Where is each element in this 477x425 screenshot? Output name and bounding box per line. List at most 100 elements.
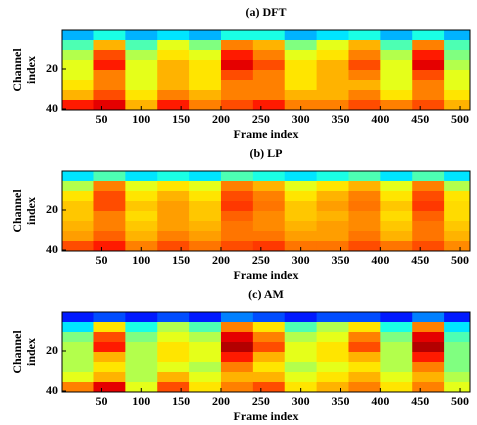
heatmap-cell	[220, 181, 254, 192]
heatmap-cell	[93, 30, 126, 41]
heatmap-cell	[412, 332, 445, 343]
y-tick-label: 40	[46, 242, 58, 256]
heatmap-cell	[189, 40, 222, 51]
heatmap-cell	[284, 80, 318, 91]
chart-title: (c) AM	[248, 287, 284, 301]
heatmap-cell	[157, 80, 190, 91]
heatmap-cell	[412, 60, 445, 71]
heatmap-cell	[189, 372, 222, 383]
heatmap-cell	[189, 362, 222, 373]
heatmap-cell	[316, 221, 349, 232]
heatmap-cell	[62, 60, 94, 71]
x-tick-label: 250	[252, 253, 270, 267]
heatmap-cell	[189, 80, 222, 91]
heatmap-cell	[380, 372, 413, 383]
heatmap-cell	[157, 352, 190, 363]
heatmap-cell	[444, 342, 471, 353]
heatmap-cell	[316, 211, 349, 222]
heatmap-cell	[220, 382, 254, 393]
x-axis-label: Frame index	[234, 127, 299, 141]
heatmap-cell	[284, 342, 318, 353]
y-tick-label: 20	[46, 343, 58, 357]
heatmap-cell	[62, 231, 94, 242]
heatmap-cell	[189, 201, 222, 212]
x-tick-label: 100	[132, 253, 150, 267]
heatmap-cell	[284, 362, 318, 373]
heatmap-cell	[93, 50, 126, 61]
heatmap-cell	[284, 221, 318, 232]
heatmap-cell	[220, 50, 254, 61]
heatmap-cell	[380, 60, 413, 71]
heatmap-cell	[252, 171, 286, 182]
heatmap-cell	[62, 171, 94, 182]
heatmap-cell	[93, 312, 126, 323]
heatmap-cell	[412, 322, 445, 333]
heatmap-cell	[348, 322, 381, 333]
heatmap-cell	[93, 80, 126, 91]
heatmap-cell	[412, 352, 445, 363]
heatmap-cell	[157, 312, 190, 323]
heatmap-cell	[316, 50, 349, 61]
heatmap-cell	[252, 332, 286, 343]
heatmap-cell	[412, 30, 445, 41]
heatmap-cell	[125, 181, 158, 192]
heatmap-cell	[412, 312, 445, 323]
x-tick-label: 150	[172, 394, 190, 408]
heatmap-cell	[316, 352, 349, 363]
chart-title: (a) DFT	[246, 5, 287, 19]
heatmap-cell	[444, 171, 471, 182]
heatmap-cell	[252, 181, 286, 192]
heatmap-cell	[93, 231, 126, 242]
heatmap-cell	[316, 181, 349, 192]
heatmap-cell	[189, 332, 222, 343]
heatmap-cell	[157, 372, 190, 383]
heatmap-cell	[189, 382, 222, 393]
heatmap-cell	[62, 352, 94, 363]
x-tick-label: 350	[332, 394, 350, 408]
y-axis-label: Channel	[10, 189, 24, 233]
x-tick-label: 50	[95, 394, 107, 408]
heatmap-cell	[93, 332, 126, 343]
heatmap-cell	[380, 362, 413, 373]
heatmap-cell	[220, 100, 254, 111]
heatmap-cell	[220, 60, 254, 71]
heatmap-cell	[444, 231, 471, 242]
heatmap-cell	[125, 382, 158, 393]
heatmap-cell	[252, 372, 286, 383]
x-tick-label: 500	[451, 112, 469, 126]
heatmap-cell	[220, 332, 254, 343]
heatmap-cell	[189, 211, 222, 222]
heatmap-cell	[316, 171, 349, 182]
heatmap-cell	[284, 60, 318, 71]
x-tick-label: 450	[411, 112, 429, 126]
heatmap-cell	[62, 241, 94, 252]
heatmap-cell	[252, 221, 286, 232]
heatmap-cell	[220, 201, 254, 212]
x-tick-label: 200	[212, 112, 230, 126]
heatmap-cell	[348, 312, 381, 323]
heatmap-cell	[125, 372, 158, 383]
heatmap-cell	[157, 332, 190, 343]
y-tick-label: 40	[46, 101, 58, 115]
heatmap-cell	[444, 382, 471, 393]
x-tick-label: 300	[292, 112, 310, 126]
heatmap-cell	[284, 322, 318, 333]
heatmap-cell	[380, 231, 413, 242]
heatmap-cell	[348, 70, 381, 81]
heatmap-cell	[444, 90, 471, 101]
heatmap-cell	[189, 90, 222, 101]
heatmap-cell	[93, 100, 126, 111]
heatmap-cell	[252, 382, 286, 393]
heatmap-cell	[125, 80, 158, 91]
heatmap-cell	[252, 100, 286, 111]
heatmap-cell	[444, 30, 471, 41]
heatmap-cell	[189, 50, 222, 61]
heatmap-cell	[316, 231, 349, 242]
heatmap-cell	[348, 171, 381, 182]
x-tick-label: 400	[371, 112, 389, 126]
heatmap-cell	[380, 191, 413, 202]
heatmap-cell	[157, 201, 190, 212]
heatmap-cell	[380, 181, 413, 192]
heatmap-cell	[348, 201, 381, 212]
